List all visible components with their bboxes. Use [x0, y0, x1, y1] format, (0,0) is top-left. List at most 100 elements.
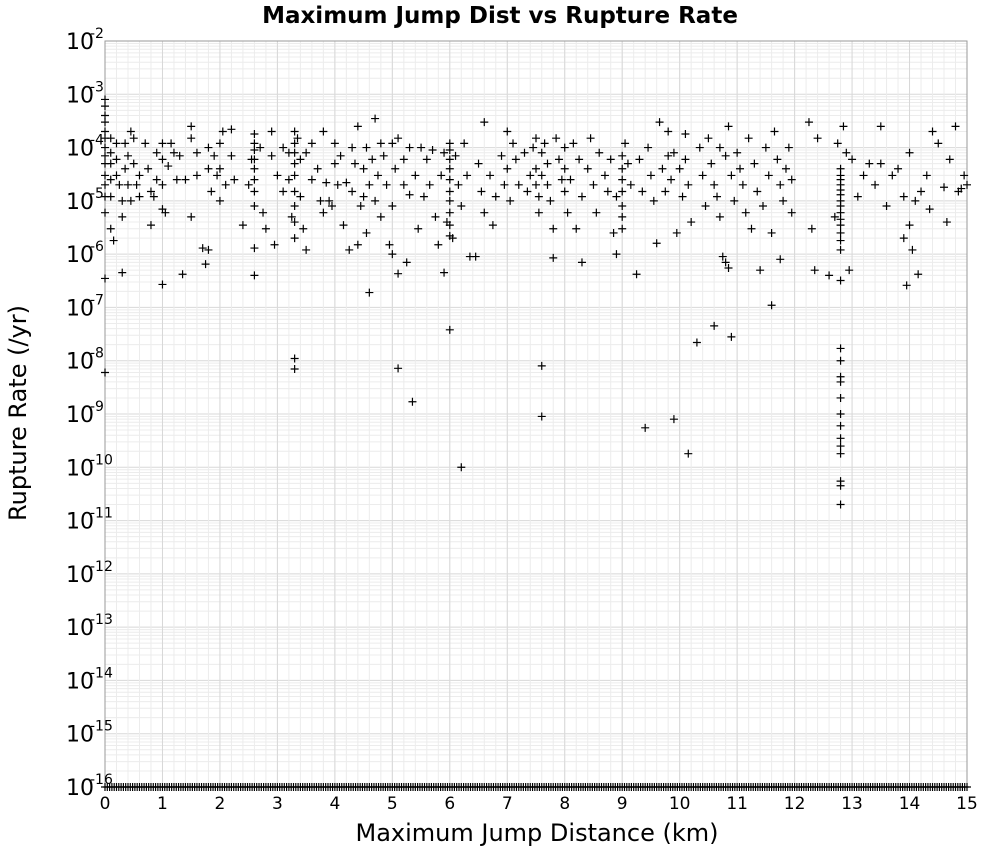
data-point — [876, 159, 885, 168]
data-point — [431, 212, 440, 221]
x-tick-label: 4 — [329, 794, 340, 814]
data-point — [457, 463, 466, 472]
data-point — [477, 187, 486, 196]
data-point — [779, 196, 788, 205]
data-point — [135, 171, 144, 180]
data-point — [204, 143, 213, 152]
data-point — [101, 118, 109, 127]
data-point — [290, 171, 299, 180]
data-point — [540, 139, 549, 148]
data-point — [644, 143, 653, 152]
data-point — [497, 151, 506, 160]
data-point — [442, 218, 451, 227]
data-point — [158, 139, 167, 148]
data-point — [825, 271, 834, 280]
data-point — [480, 208, 489, 217]
y-axis-label: Rupture Rate (/yr) — [4, 305, 32, 521]
data-point — [362, 143, 371, 152]
data-point — [758, 202, 767, 211]
data-point — [592, 208, 601, 217]
data-point — [836, 356, 845, 365]
data-point — [664, 151, 673, 160]
data-point — [290, 187, 299, 196]
data-point — [836, 434, 845, 443]
data-point — [192, 171, 201, 180]
data-point — [724, 263, 733, 272]
data-point — [411, 171, 420, 180]
data-point — [566, 175, 575, 184]
data-point — [842, 148, 851, 157]
data-point — [569, 139, 578, 148]
data-point — [319, 208, 328, 217]
y-tick-exponent: -16 — [90, 772, 113, 788]
data-point — [623, 159, 632, 168]
data-point — [922, 171, 931, 180]
data-point — [101, 143, 109, 152]
data-point — [839, 122, 848, 131]
data-point — [445, 208, 454, 217]
data-point — [733, 148, 742, 157]
data-point — [882, 202, 891, 211]
data-point — [327, 202, 336, 211]
data-point — [899, 192, 908, 201]
data-point — [230, 175, 239, 184]
data-point — [698, 171, 707, 180]
data-point — [290, 127, 299, 136]
data-point — [106, 192, 115, 201]
y-tick-exponent: -8 — [90, 346, 104, 362]
data-point — [299, 224, 308, 233]
data-point — [618, 151, 627, 160]
data-point — [353, 122, 362, 131]
data-point — [118, 268, 127, 277]
data-point — [836, 377, 845, 386]
data-point — [684, 449, 693, 458]
data-point — [359, 164, 368, 173]
data-point — [710, 180, 719, 189]
y-tick-label: 10 — [66, 776, 94, 801]
y-tick-exponent: -12 — [90, 559, 113, 575]
data-point — [112, 155, 121, 164]
y-tick-label: 10 — [66, 83, 94, 108]
data-point — [911, 196, 920, 205]
chart-title: Maximum Jump Dist vs Rupture Rate — [262, 3, 738, 29]
data-point — [287, 212, 296, 221]
data-point — [836, 276, 845, 285]
data-point — [612, 192, 621, 201]
x-tick-label: 6 — [444, 794, 455, 814]
data-point — [405, 190, 414, 199]
y-tick-exponent: -11 — [90, 506, 113, 522]
data-point — [836, 228, 845, 237]
data-point — [471, 252, 480, 261]
data-point — [747, 224, 756, 233]
data-point — [187, 212, 196, 221]
data-point — [201, 260, 210, 269]
data-point — [905, 148, 914, 157]
data-point — [506, 196, 515, 205]
data-point — [250, 129, 259, 138]
x-tick-label: 10 — [669, 794, 691, 814]
data-point — [296, 155, 305, 164]
data-point — [250, 175, 259, 184]
data-point — [445, 146, 454, 155]
data-point — [554, 155, 563, 164]
data-point — [557, 175, 566, 184]
data-point — [256, 143, 265, 152]
data-point — [146, 187, 155, 196]
data-point — [537, 171, 546, 180]
data-point — [934, 139, 943, 148]
data-point — [250, 155, 259, 164]
data-point — [250, 271, 259, 280]
y-tick-label: 10 — [66, 137, 94, 162]
data-point — [721, 151, 730, 160]
data-point — [836, 245, 845, 254]
data-point — [902, 281, 911, 290]
data-point — [543, 180, 552, 189]
data-point — [744, 134, 753, 143]
data-point — [621, 139, 630, 148]
x-tick-label: 14 — [899, 794, 921, 814]
data-point — [804, 118, 813, 127]
data-point — [290, 218, 299, 227]
data-point — [908, 245, 917, 254]
data-point — [121, 164, 130, 173]
data-point — [106, 175, 115, 184]
